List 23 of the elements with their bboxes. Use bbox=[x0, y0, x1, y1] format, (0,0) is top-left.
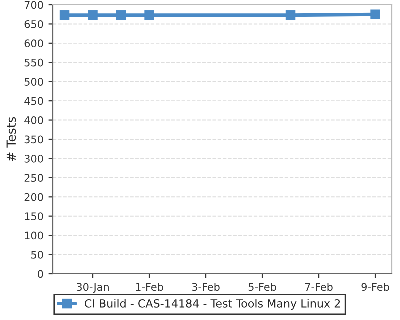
y-tick-label: 650 bbox=[24, 20, 44, 28]
x-tick-label: 5-Feb bbox=[248, 283, 276, 292]
x-tick-label: 9-Feb bbox=[362, 283, 390, 292]
y-tick-label: 100 bbox=[25, 232, 44, 240]
y-tick-label: 250 bbox=[24, 174, 44, 182]
legend-label: CI Build - CAS-14184 - Test Tools Many Linux 2 bbox=[85, 299, 340, 310]
y-tick-label: 300 bbox=[24, 154, 44, 163]
y-tick-label: 450 bbox=[24, 97, 44, 106]
y-tick-label: 50 bbox=[32, 251, 44, 259]
y-tick-label: 700 bbox=[24, 1, 44, 10]
x-tick-label: 3-Feb bbox=[192, 283, 220, 292]
y-axis-title: # Tests bbox=[6, 117, 16, 162]
y-tick-label: 200 bbox=[24, 193, 44, 202]
y-tick-label: 600 bbox=[24, 40, 44, 48]
y-tick-label: 550 bbox=[24, 58, 44, 67]
y-tick-label: 150 bbox=[25, 212, 44, 220]
x-tick-label: 7-Feb bbox=[305, 283, 333, 292]
y-tick-label: 400 bbox=[24, 116, 44, 124]
y-tick-label: 500 bbox=[24, 78, 44, 86]
y-tick-label: 350 bbox=[24, 136, 44, 144]
x-tick-label: 30-Jan bbox=[76, 283, 109, 294]
y-tick-label: 0 bbox=[38, 270, 44, 278]
x-tick-label: 1-Feb bbox=[136, 283, 164, 292]
